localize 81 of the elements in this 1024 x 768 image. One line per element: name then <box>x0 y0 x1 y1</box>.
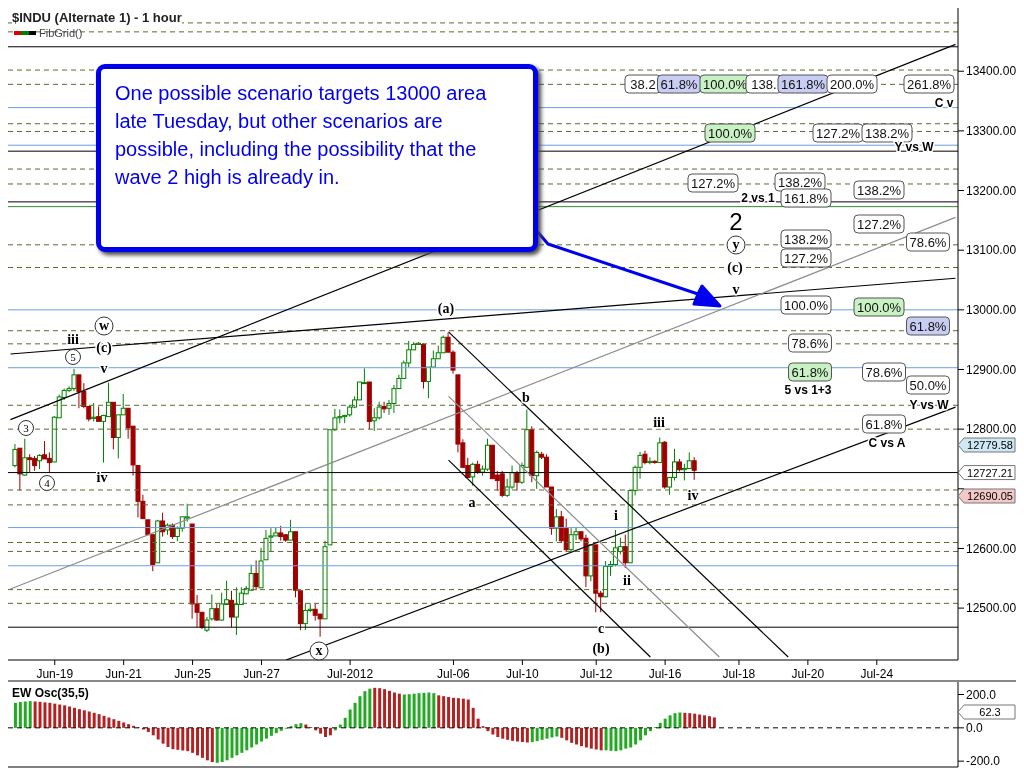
annotation: 138. <box>751 76 777 92</box>
annotation: iv <box>687 488 699 503</box>
annotation: iii <box>67 332 79 347</box>
text: 12779.58 <box>967 439 1013 451</box>
annotation: a <box>468 495 476 510</box>
x-tick-label: Jul-24 <box>860 667 894 681</box>
y-tick-label: 12500.00 <box>966 601 1017 616</box>
y-tick-label: 13300.00 <box>966 124 1017 139</box>
y-tick-label: 13100.00 <box>966 243 1017 258</box>
y-tick-label: 12900.00 <box>966 362 1017 377</box>
annotation: 78.6% <box>909 234 947 250</box>
annotation: 261.8% <box>906 76 952 92</box>
y-tick-label: 12800.00 <box>966 422 1017 437</box>
x-tick-label: Jul-16 <box>648 667 682 681</box>
annotation: (b) <box>592 641 610 657</box>
annotation: 127.2% <box>856 216 902 232</box>
annotation: 100.0% <box>702 76 748 92</box>
annotation: 61.8% <box>909 318 947 334</box>
x-tick-label: Jun-27 <box>243 667 281 681</box>
annotation: 100.0% <box>783 297 829 313</box>
annotation: 138.2% <box>783 231 829 247</box>
annotation: 138.2% <box>856 182 902 198</box>
text: 12690.05 <box>967 490 1013 502</box>
annotation: ii <box>623 573 631 588</box>
x-tick-label: Jul-18 <box>722 667 756 681</box>
x-tick-label: Jul-12 <box>579 667 613 681</box>
x-tick-label: Jun-25 <box>174 667 212 681</box>
annotation: v <box>732 282 740 297</box>
y-tick-label: 13200.00 <box>966 183 1017 198</box>
chart-title: $INDU (Alternate 1) - 1 hour <box>12 10 182 25</box>
x-tick-label: Jul-20 <box>791 667 825 681</box>
x-tick-label: Jul-10 <box>506 667 540 681</box>
y-tick-label: 200.0 <box>966 687 997 702</box>
x-tick-label: Jun-19 <box>36 667 74 681</box>
annotation: 200.0% <box>829 76 875 92</box>
callout-box: One possible scenario targets 13000 area late Tuesday, but other scenarios are possible, including the possibility that the wave 2 high is already in. <box>96 64 538 252</box>
y-tick-label: -200.0 <box>966 754 1001 768</box>
annotation: x <box>315 643 323 658</box>
annotation: 161.8% <box>780 76 826 92</box>
annotation: iv <box>96 470 108 485</box>
annotation: iii <box>653 415 665 430</box>
annotation: 100.0% <box>707 125 753 141</box>
x-tick-label: Jul-06 <box>437 667 471 681</box>
y-tick-label: 12600.00 <box>966 541 1017 556</box>
annotation: 78.6% <box>791 335 829 351</box>
annotation: 61.8% <box>660 76 698 92</box>
annotation: FibGrid() <box>39 27 83 39</box>
annotation: Y vs W <box>894 140 935 154</box>
annotation: b <box>522 390 531 405</box>
annotation: 61.8% <box>791 364 829 380</box>
annotation: i <box>614 508 619 523</box>
annotation: v <box>100 361 108 376</box>
annotation: 161.8% <box>783 190 829 206</box>
annotation: C v <box>934 96 954 110</box>
text: 62.3 <box>979 706 1001 718</box>
annotation: 50.0% <box>909 377 947 393</box>
annotation: 78.6% <box>865 364 903 380</box>
annotation: 138.2% <box>777 174 823 190</box>
x-tick-label: Jun-21 <box>105 667 143 681</box>
annotation: 61.8% <box>865 416 903 432</box>
y-tick-label: 13000.00 <box>966 303 1017 318</box>
annotation: 38.2 <box>630 76 656 92</box>
x-tick-label: Jul-2012 <box>327 667 374 681</box>
y-tick-label: 0.0 <box>966 721 984 736</box>
annotation: 5 <box>70 351 77 363</box>
annotation: 127.2% <box>815 125 861 141</box>
annotation: (a) <box>437 301 455 317</box>
annotation: 127.2% <box>690 175 736 191</box>
annotation: 100.0% <box>856 299 902 315</box>
chart-title: EW Osc(35,5) <box>12 686 89 700</box>
annotation: 3 <box>23 422 30 434</box>
annotation: y <box>732 237 740 252</box>
annotation: 4 <box>44 477 51 489</box>
y-tick-label: 13400.00 <box>966 64 1017 79</box>
annotation: 2 <box>729 208 743 235</box>
annotation: 127.2% <box>783 250 829 266</box>
annotation: C vs A <box>868 436 906 450</box>
ref-line-label: 12727.21 <box>967 466 1013 479</box>
annotation: 5 vs 1+3 <box>784 383 832 397</box>
annotation: w <box>98 318 110 333</box>
annotation: 138.2% <box>864 125 910 141</box>
